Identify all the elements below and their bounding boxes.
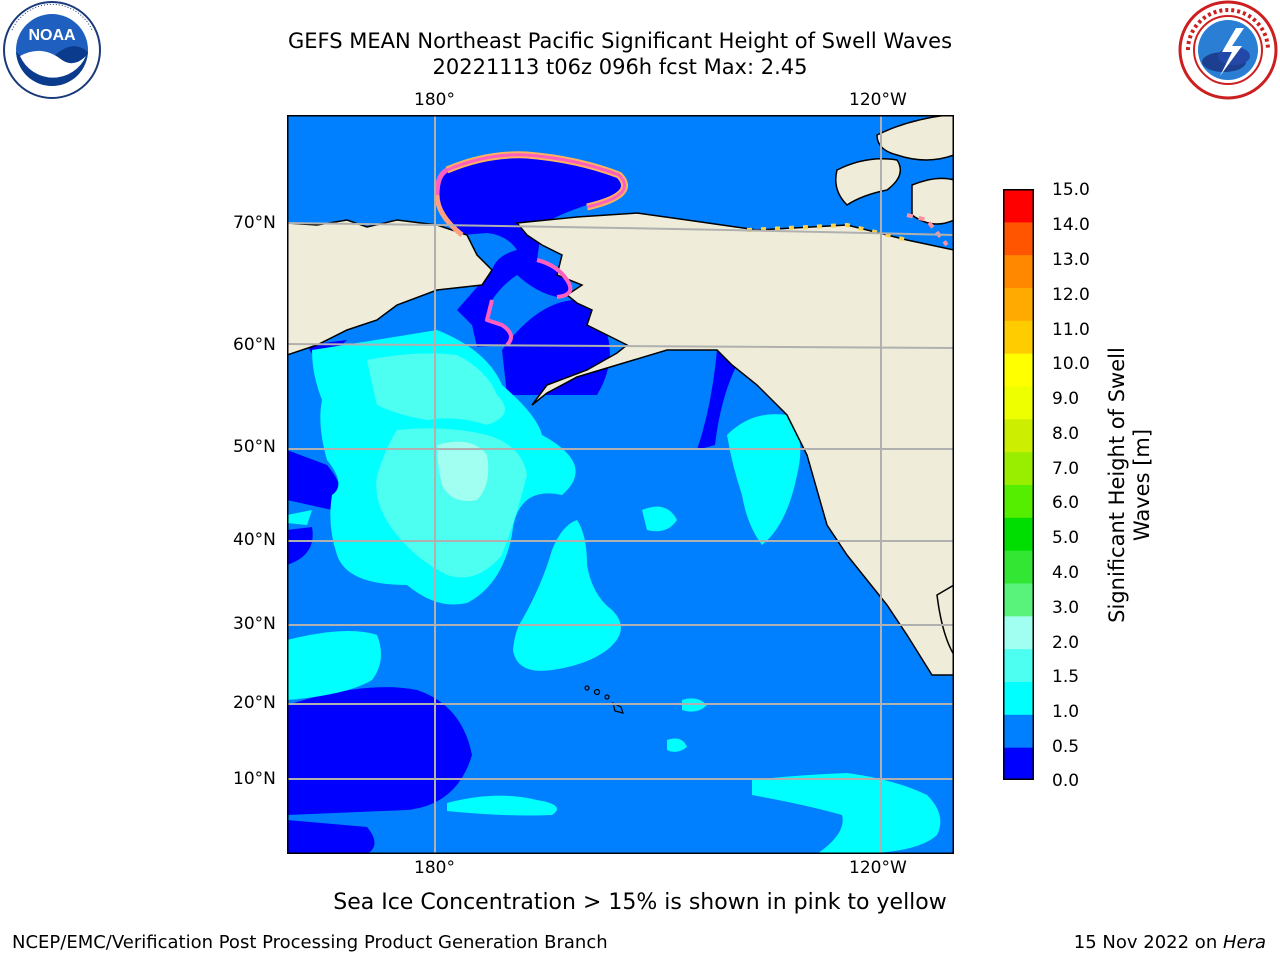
colorbar-swatch: [1003, 550, 1034, 584]
noaa-logo-text: NOAA: [28, 27, 76, 44]
lat-label-50n: 50°N: [233, 437, 276, 457]
lat-label-30n: 30°N: [233, 614, 276, 634]
cb-tick: 12.0: [1052, 285, 1090, 305]
footer-date: 15 Nov 2022 on Hera: [1074, 932, 1266, 953]
lat-label-10n: 10°N: [233, 769, 276, 789]
hawaii-islands: [584, 685, 624, 714]
cb-tick: 1.5: [1052, 667, 1080, 687]
footer-host: Hera: [1222, 932, 1266, 953]
cb-tick: 9.0: [1052, 389, 1080, 409]
lon-label-bottom-180: 180°: [414, 858, 455, 878]
map-frame: [287, 115, 954, 854]
cb-tick: 14.0: [1052, 215, 1090, 235]
colorbar-swatch: [1003, 583, 1034, 617]
cb-tick: 5.0: [1052, 528, 1080, 548]
chart-subtitle: 20221113 t06z 096h fcst Max: 2.45: [432, 55, 808, 79]
colorbar-swatch: [1003, 189, 1034, 223]
cb-tick: 7.0: [1052, 459, 1080, 479]
footer-credit: NCEP/EMC/Verification Post Processing Pr…: [12, 932, 608, 953]
colorbar-swatch: [1003, 320, 1034, 354]
colorbar-swatch: [1003, 353, 1034, 387]
lat-label-40n: 40°N: [233, 530, 276, 550]
swell-zone-2.0-3.0: [437, 441, 489, 501]
noaa-logo: NOAA: [2, 0, 102, 100]
colorbar-swatch: [1003, 254, 1034, 288]
colorbar-swatch: [1003, 747, 1034, 781]
cb-tick: 0.0: [1052, 771, 1080, 791]
colorbar-swatch: [1003, 714, 1034, 748]
graticule: [286, 115, 955, 854]
sea-ice: [434, 151, 949, 347]
sea-ice-note: Sea Ice Concentration > 15% is shown in …: [333, 890, 947, 915]
cb-tick: 11.0: [1052, 320, 1090, 340]
footer-date-text: 15 Nov 2022 on: [1073, 932, 1223, 953]
cb-tick: 3.0: [1052, 598, 1080, 618]
map-svg: [286, 114, 955, 854]
colorbar-swatch: [1003, 517, 1034, 551]
lon-label-top-180: 180°: [414, 90, 455, 110]
cb-tick: 4.0: [1052, 563, 1080, 583]
colorbar-swatch: [1003, 681, 1034, 715]
cb-tick: 15.0: [1052, 180, 1090, 200]
colorbar-swatch: [1003, 221, 1034, 256]
colorbar: [1003, 189, 1034, 781]
canada-islands: [835, 158, 902, 206]
cb-tick: 13.0: [1052, 250, 1090, 270]
lat-label-60n: 60°N: [233, 335, 276, 355]
cb-tick: 1.0: [1052, 702, 1080, 722]
cb-tick: 10.0: [1052, 354, 1090, 374]
colorbar-swatch: [1003, 386, 1034, 420]
map-panel: [286, 114, 955, 854]
lon-label-bottom-120w: 120°W: [849, 858, 907, 878]
colorbar-swatch: [1003, 484, 1034, 518]
colorbar-frame: [1003, 189, 1034, 780]
colorbar-swatch: [1003, 287, 1034, 321]
lon-label-top-120w: 120°W: [849, 90, 907, 110]
alaska-landmass: [515, 212, 955, 676]
cb-tick: 8.0: [1052, 424, 1080, 444]
colorbar-swatch: [1003, 418, 1034, 453]
nws-logo: [1178, 0, 1278, 100]
lat-label-70n: 70°N: [233, 213, 276, 233]
colorbar-swatches: [1003, 189, 1034, 781]
cb-tick: 0.5: [1052, 737, 1080, 757]
colorbar-swatch: [1003, 648, 1034, 682]
chart-title: GEFS MEAN Northeast Pacific Significant …: [287, 29, 953, 53]
cb-tick: 2.0: [1052, 633, 1080, 653]
cb-tick: 6.0: [1052, 493, 1080, 513]
colorbar-label: Significant Height of Swell Waves [m]: [1105, 347, 1154, 623]
lat-label-20n: 20°N: [233, 693, 276, 713]
swell-zone-0-0.5: [287, 156, 901, 854]
colorbar-swatch: [1003, 615, 1034, 650]
colorbar-swatch: [1003, 451, 1034, 485]
